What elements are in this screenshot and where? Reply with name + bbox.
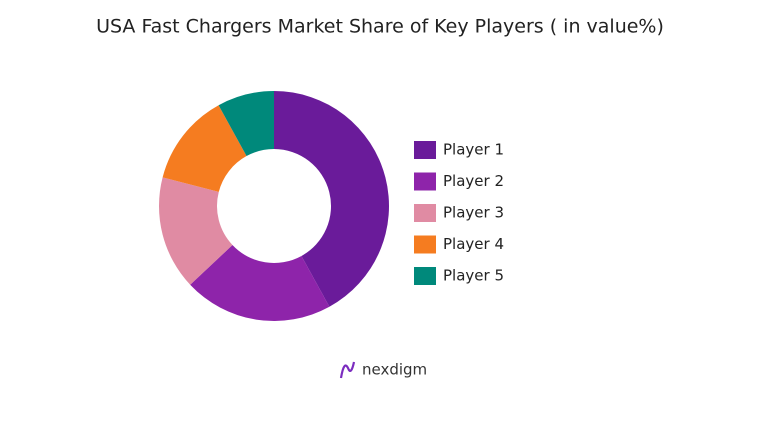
legend-swatch bbox=[414, 235, 436, 254]
brand-name: nexdigm bbox=[362, 361, 427, 379]
brand-logo: nexdigm bbox=[339, 361, 427, 379]
donut-slice bbox=[162, 105, 247, 192]
donut-slice bbox=[218, 91, 274, 157]
donut-slice bbox=[274, 91, 389, 307]
legend-swatch bbox=[414, 204, 436, 222]
legend-swatch bbox=[414, 141, 436, 159]
chart-title: USA Fast Chargers Market Share of Key Pl… bbox=[96, 16, 664, 38]
brand-icon bbox=[339, 361, 356, 379]
legend-label: Player 2 bbox=[443, 172, 504, 190]
legend-label: Player 5 bbox=[443, 267, 504, 285]
legend-swatch bbox=[414, 172, 436, 191]
legend-label: Player 1 bbox=[443, 141, 504, 159]
legend-label: Player 3 bbox=[443, 204, 504, 222]
donut-slice bbox=[190, 245, 330, 321]
donut-slice bbox=[159, 177, 233, 285]
legend-label: Player 4 bbox=[443, 235, 504, 253]
legend-swatch bbox=[414, 267, 436, 285]
